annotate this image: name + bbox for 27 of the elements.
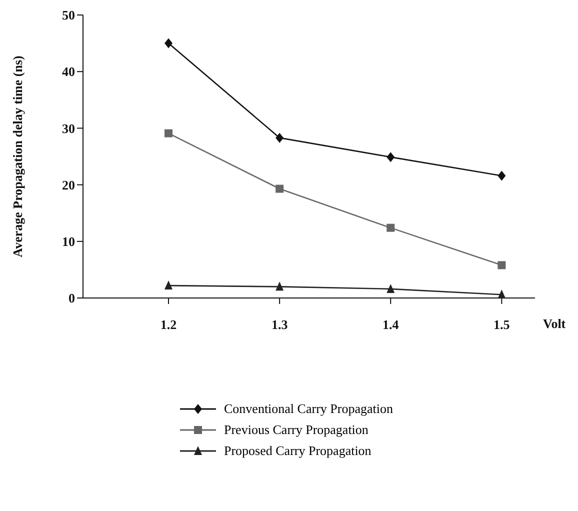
y-tick-label: 10 bbox=[62, 234, 75, 250]
x-tick-label: 1.4 bbox=[382, 317, 400, 332]
point bbox=[164, 280, 173, 290]
legend-label: Proposed Carry Propagation bbox=[224, 442, 372, 458]
point bbox=[498, 261, 506, 270]
y-tick-label: 30 bbox=[62, 120, 75, 136]
point bbox=[386, 284, 395, 293]
x-tick-label: 1.3 bbox=[271, 317, 288, 332]
y-tick-label: 50 bbox=[62, 8, 75, 23]
legend-label: Conventional Carry Propagation bbox=[224, 400, 393, 416]
point bbox=[386, 152, 395, 162]
point bbox=[164, 38, 173, 48]
y-tick-label: 0 bbox=[68, 290, 75, 306]
y-tick-label: 20 bbox=[62, 177, 75, 192]
x-axis-title: Volt bbox=[543, 316, 566, 331]
point bbox=[498, 170, 506, 181]
point bbox=[498, 290, 506, 298]
x-tick-label: 1.5 bbox=[494, 317, 510, 332]
x-tick-label: 1.2 bbox=[160, 317, 177, 332]
point bbox=[276, 184, 284, 193]
y-tick-label: 40 bbox=[62, 64, 75, 80]
legend-label: Previous Carry Propagation bbox=[224, 422, 368, 438]
point bbox=[276, 282, 284, 291]
point bbox=[386, 224, 395, 232]
point bbox=[164, 129, 173, 138]
y-axis-title: Average Propagation delay time (ns) bbox=[10, 56, 25, 258]
point bbox=[276, 132, 284, 143]
